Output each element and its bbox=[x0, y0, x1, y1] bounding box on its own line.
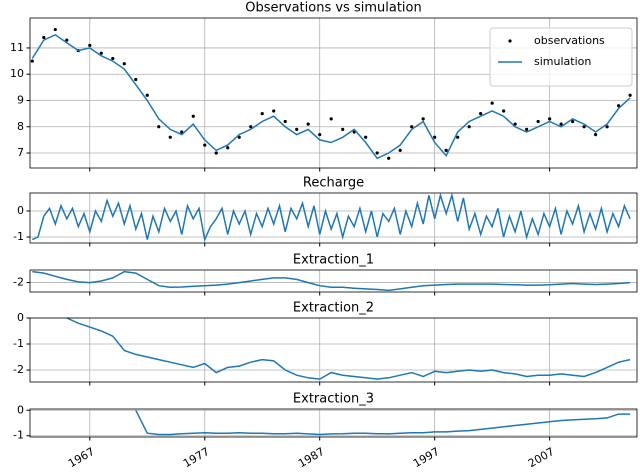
observation-point bbox=[122, 62, 126, 66]
observation-point bbox=[341, 127, 345, 131]
observation-point bbox=[203, 143, 207, 147]
axes-frame bbox=[29, 317, 638, 383]
observation-point bbox=[513, 122, 517, 126]
observation-point bbox=[295, 127, 299, 131]
observation-point bbox=[559, 122, 563, 126]
observation-point bbox=[272, 109, 276, 113]
series-line bbox=[135, 409, 631, 436]
y-tick-label: 0 bbox=[17, 204, 24, 217]
observation-point bbox=[490, 101, 494, 105]
y-tick-label: 9 bbox=[17, 93, 24, 106]
panel-title: Observations vs simulation bbox=[245, 1, 421, 16]
observation-point bbox=[42, 35, 46, 40]
observation-point bbox=[329, 117, 333, 121]
observation-point bbox=[65, 38, 69, 42]
axes-frame bbox=[29, 408, 638, 438]
observation-point bbox=[571, 119, 575, 124]
y-tick-label: -1 bbox=[13, 337, 24, 350]
observation-point bbox=[180, 130, 184, 134]
observation-point bbox=[605, 125, 609, 129]
observation-point bbox=[283, 119, 287, 124]
x-tick-label: 1977 bbox=[181, 445, 212, 470]
observation-point bbox=[536, 119, 540, 124]
observation-point bbox=[88, 43, 92, 47]
legend-box bbox=[489, 27, 633, 87]
y-tick-label: 0 bbox=[17, 311, 24, 324]
observation-point bbox=[410, 125, 414, 129]
y-tick-label: 8 bbox=[17, 120, 24, 133]
observation-point bbox=[226, 146, 230, 150]
legend-marker bbox=[508, 39, 512, 43]
x-tick-label: 1997 bbox=[411, 445, 442, 470]
y-tick-label: -2 bbox=[13, 276, 24, 289]
observation-point bbox=[145, 93, 149, 97]
y-tick-label: -1 bbox=[13, 230, 24, 243]
y-tick-label: -2 bbox=[13, 363, 24, 376]
panel-title: Extraction_1 bbox=[293, 253, 374, 268]
series-line bbox=[31, 33, 631, 160]
observation-point bbox=[525, 127, 529, 131]
y-tick-label: 11 bbox=[10, 41, 24, 54]
observation-point bbox=[99, 51, 103, 55]
observation-point bbox=[582, 125, 586, 129]
panel-title: Extraction_2 bbox=[293, 301, 374, 316]
panel-title: Extraction_3 bbox=[293, 392, 374, 407]
axes-frame bbox=[29, 269, 638, 293]
y-tick-label: -1 bbox=[13, 429, 24, 442]
y-tick-label: 7 bbox=[17, 146, 24, 159]
observation-point bbox=[157, 125, 161, 129]
observation-point bbox=[53, 27, 57, 32]
observation-point bbox=[387, 156, 391, 160]
axes-frame bbox=[29, 192, 638, 244]
observation-point bbox=[364, 135, 368, 139]
legend-label: simulation bbox=[534, 55, 591, 68]
x-tick-label: 1987 bbox=[296, 445, 327, 470]
series-line bbox=[32, 270, 631, 292]
x-tick-label: 1967 bbox=[66, 445, 97, 470]
observation-point bbox=[237, 135, 241, 139]
observation-point bbox=[502, 109, 506, 113]
observation-point bbox=[479, 112, 483, 116]
observation-point bbox=[111, 56, 115, 61]
observation-point bbox=[214, 151, 218, 155]
observation-point bbox=[398, 148, 402, 152]
observation-point bbox=[467, 125, 471, 129]
observation-point bbox=[318, 133, 322, 137]
observation-point bbox=[594, 133, 598, 137]
observation-point bbox=[548, 117, 552, 121]
observation-point bbox=[134, 77, 138, 82]
observation-point bbox=[421, 117, 425, 121]
observation-point bbox=[260, 112, 264, 116]
observation-point bbox=[191, 114, 195, 118]
series-line bbox=[66, 317, 631, 380]
series-line bbox=[31, 192, 631, 243]
observation-point bbox=[30, 59, 34, 63]
observation-point bbox=[628, 93, 632, 97]
observation-point bbox=[433, 135, 437, 139]
observation-point bbox=[456, 135, 460, 139]
legend-label: observations bbox=[534, 34, 605, 47]
panel-title: Recharge bbox=[303, 176, 364, 191]
observation-point bbox=[168, 135, 172, 139]
observation-point bbox=[375, 151, 379, 155]
y-tick-label: 10 bbox=[10, 67, 24, 80]
observation-point bbox=[444, 148, 448, 152]
observation-point bbox=[249, 125, 253, 129]
observation-point bbox=[617, 104, 621, 108]
observation-point bbox=[306, 122, 310, 126]
axes-frame bbox=[29, 17, 638, 169]
x-tick-label: 2007 bbox=[526, 445, 557, 470]
y-tick-label: 0 bbox=[17, 403, 24, 416]
